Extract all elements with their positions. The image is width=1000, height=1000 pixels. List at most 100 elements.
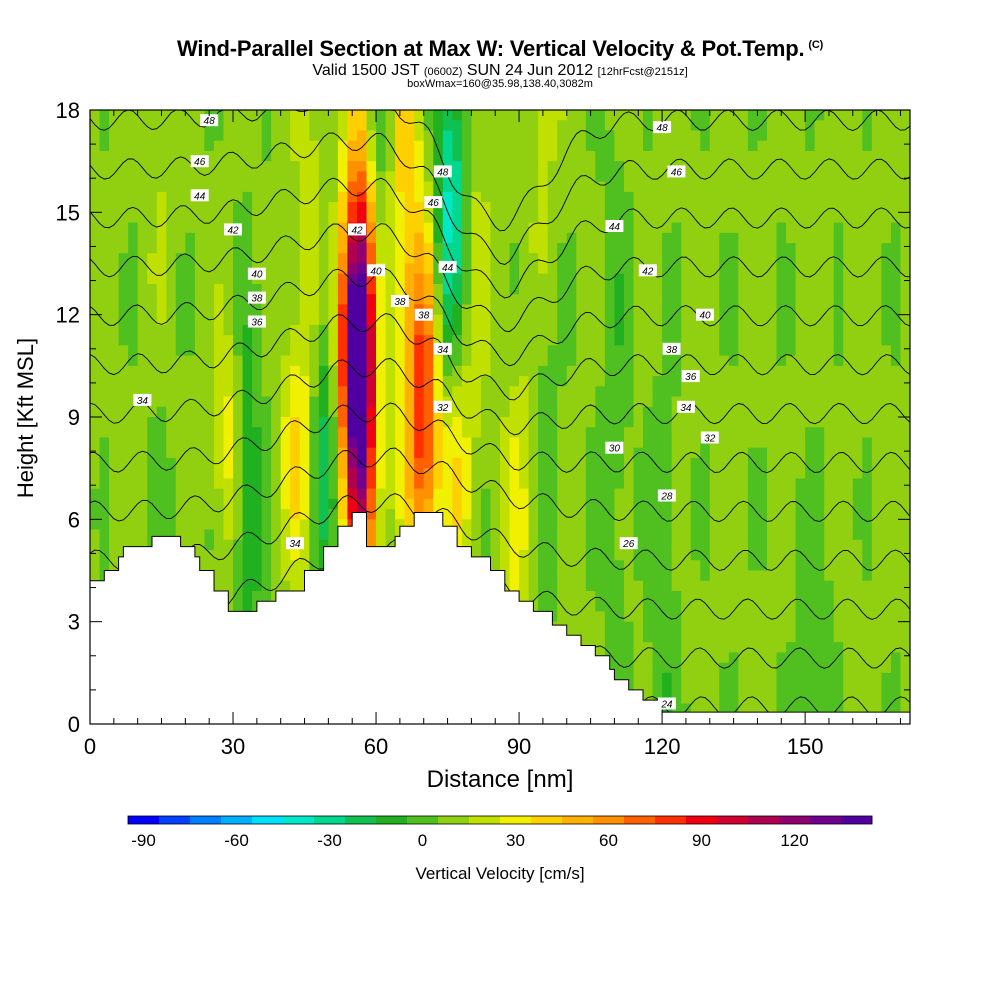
w-cell (185, 273, 196, 285)
w-cell (185, 202, 196, 213)
w-cell (99, 335, 110, 346)
w-cell (652, 355, 663, 367)
w-cell (643, 376, 654, 387)
w-cell (719, 355, 730, 367)
w-cell (233, 560, 244, 572)
w-cell (204, 273, 215, 285)
w-cell (719, 181, 730, 193)
w-cell (500, 478, 511, 490)
w-cell (356, 355, 368, 367)
w-cell (128, 324, 139, 336)
w-cell (547, 263, 558, 275)
w-cell (90, 406, 101, 418)
w-cell (671, 447, 682, 459)
w-cell (175, 140, 186, 152)
w-cell (480, 376, 492, 387)
w-cell (852, 283, 863, 295)
w-cell (309, 140, 320, 152)
w-cell (795, 529, 806, 541)
w-cell (843, 550, 854, 561)
w-cell (376, 140, 387, 152)
w-cell (99, 243, 110, 254)
w-cell (633, 498, 644, 510)
w-cell (719, 529, 730, 541)
w-cell (643, 212, 654, 224)
w-cell (623, 150, 635, 162)
w-cell (623, 509, 635, 520)
w-cell (500, 457, 511, 469)
w-cell (356, 447, 368, 459)
w-cell (309, 324, 320, 336)
w-cell (681, 283, 692, 295)
w-cell (681, 437, 692, 449)
w-cell (776, 611, 787, 623)
w-cell (757, 294, 768, 306)
w-cell (366, 232, 377, 244)
w-cell (824, 386, 835, 398)
w-cell (786, 212, 797, 224)
w-cell (595, 283, 606, 295)
w-cell (461, 519, 472, 531)
w-cell (318, 488, 329, 500)
w-cell (604, 621, 616, 633)
w-cell (519, 376, 530, 387)
w-cell (471, 417, 482, 428)
w-cell (490, 202, 501, 213)
w-cell (728, 642, 739, 653)
w-cell (662, 478, 673, 490)
w-cell (681, 161, 692, 172)
w-cell (766, 539, 778, 551)
w-cell (414, 140, 425, 152)
w-cell (395, 253, 406, 265)
w-cell (347, 345, 358, 357)
w-cell (728, 468, 739, 479)
w-cell (547, 406, 558, 418)
w-cell (433, 365, 444, 377)
w-cell (356, 161, 368, 172)
w-cell (757, 478, 768, 490)
w-cell (452, 335, 463, 346)
w-cell (862, 550, 873, 561)
w-cell (90, 509, 101, 520)
w-cell (500, 171, 511, 183)
w-cell (538, 335, 549, 346)
w-cell (128, 161, 139, 172)
w-cell (519, 570, 530, 582)
w-cell (728, 355, 739, 367)
w-cell (747, 703, 759, 715)
w-cell (90, 550, 101, 561)
w-cell (376, 181, 387, 193)
w-cell (347, 294, 358, 306)
w-cell (118, 457, 129, 469)
w-cell (213, 406, 225, 418)
w-cell (261, 304, 272, 316)
w-cell (480, 519, 492, 531)
w-cell (700, 631, 711, 643)
w-cell (843, 345, 854, 357)
w-cell (709, 314, 720, 326)
w-cell (738, 631, 749, 643)
w-cell (90, 140, 101, 152)
w-cell (728, 273, 739, 285)
w-cell (480, 181, 492, 193)
w-cell (738, 580, 749, 592)
w-cell (223, 202, 234, 213)
w-cell (99, 263, 110, 275)
w-cell (824, 539, 835, 551)
w-cell (252, 222, 263, 234)
w-cell (433, 150, 444, 162)
w-cell (166, 519, 177, 531)
w-cell (757, 580, 768, 592)
w-cell (614, 662, 625, 674)
w-cell (623, 437, 635, 449)
w-cell (376, 417, 387, 428)
w-cell (194, 509, 206, 520)
w-cell (709, 417, 720, 428)
w-cell (442, 365, 453, 377)
w-cell (213, 335, 225, 346)
w-cell (147, 488, 158, 500)
w-cell (681, 590, 692, 602)
w-cell (337, 304, 349, 316)
w-cell (442, 140, 453, 152)
w-cell (328, 110, 339, 121)
